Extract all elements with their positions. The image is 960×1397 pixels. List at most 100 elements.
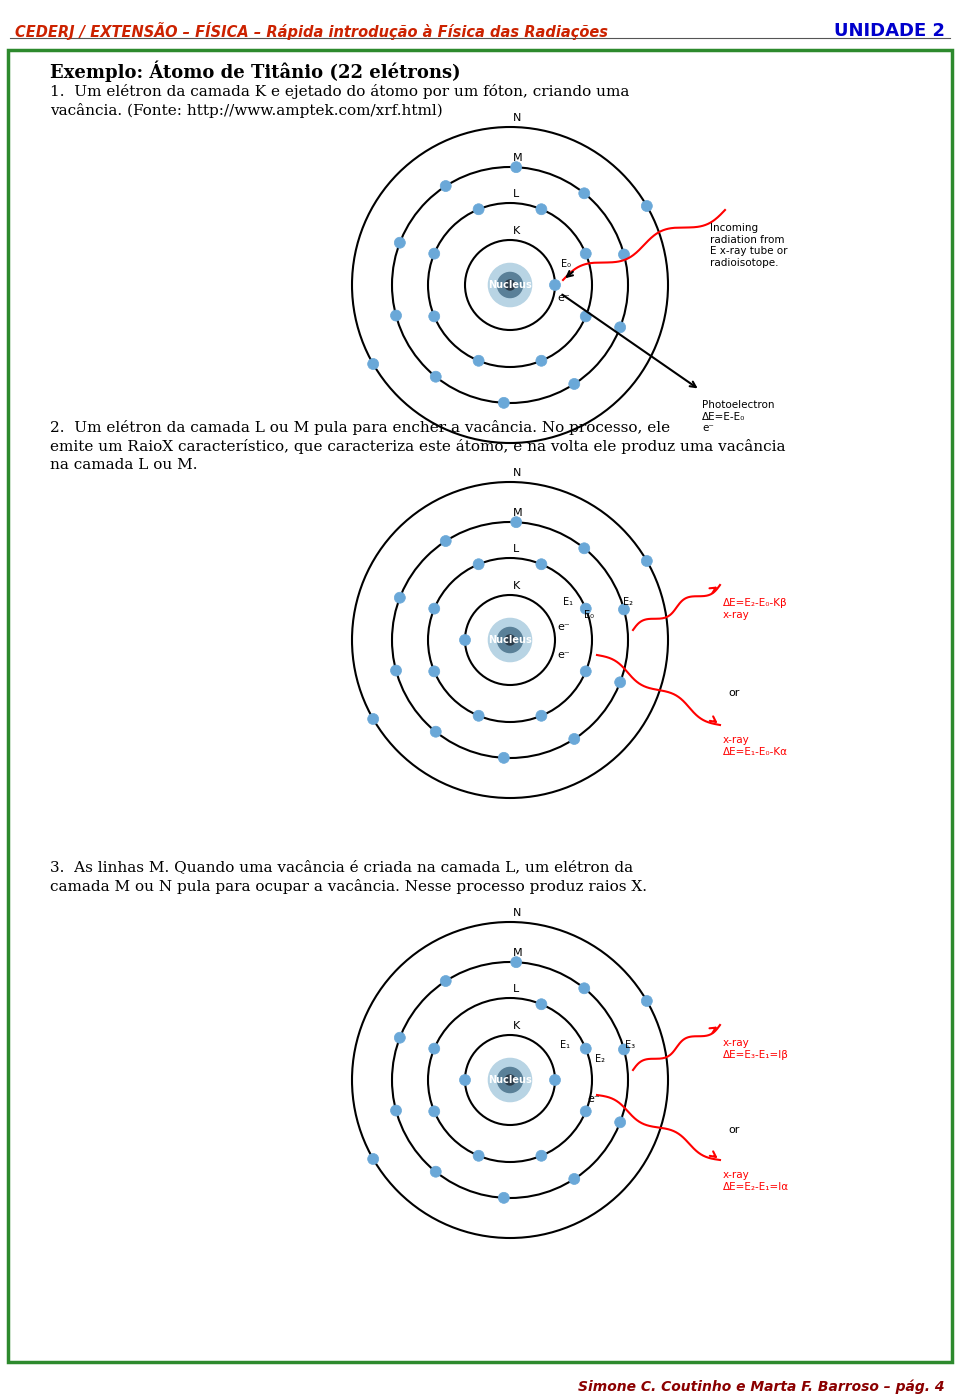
Circle shape	[489, 619, 532, 662]
Circle shape	[492, 1062, 529, 1098]
Text: Exemplo: Átomo de Titânio (22 elétrons): Exemplo: Átomo de Titânio (22 elétrons)	[50, 60, 461, 81]
Circle shape	[536, 559, 547, 570]
Circle shape	[568, 733, 580, 745]
Circle shape	[579, 983, 589, 993]
Circle shape	[505, 1074, 515, 1085]
Circle shape	[641, 556, 653, 567]
Circle shape	[568, 379, 580, 390]
Circle shape	[500, 275, 519, 295]
Circle shape	[505, 636, 515, 645]
Circle shape	[368, 714, 378, 725]
Circle shape	[395, 592, 405, 604]
Circle shape	[473, 710, 484, 721]
Text: Incoming
radiation from
E x-ray tube or
radioisotope.: Incoming radiation from E x-ray tube or …	[710, 224, 787, 268]
Circle shape	[473, 355, 484, 366]
Circle shape	[429, 604, 440, 615]
Text: E₃: E₃	[625, 1039, 636, 1051]
Circle shape	[492, 267, 529, 303]
Text: or: or	[728, 1125, 739, 1134]
Text: or: or	[728, 687, 739, 698]
Circle shape	[614, 1116, 626, 1127]
Circle shape	[507, 637, 514, 644]
Circle shape	[580, 249, 591, 258]
Text: ΔE=E₂-E₀-Kβ
x-ray: ΔE=E₂-E₀-Kβ x-ray	[723, 598, 787, 620]
Circle shape	[536, 204, 547, 215]
Circle shape	[580, 1106, 591, 1116]
Text: UNIDADE 2: UNIDADE 2	[834, 22, 945, 41]
Circle shape	[391, 1105, 401, 1116]
Circle shape	[441, 180, 451, 191]
Circle shape	[492, 268, 527, 302]
Circle shape	[490, 1060, 530, 1099]
Text: K: K	[513, 581, 520, 591]
Circle shape	[502, 277, 518, 293]
Text: x-ray
ΔE=E₂-E₁=lα: x-ray ΔE=E₂-E₁=lα	[723, 1171, 789, 1192]
Circle shape	[568, 1173, 580, 1185]
Text: K: K	[513, 226, 520, 236]
Circle shape	[490, 265, 530, 305]
Circle shape	[429, 1106, 440, 1116]
Circle shape	[489, 1059, 532, 1102]
Circle shape	[549, 279, 561, 291]
Text: Nucleus: Nucleus	[488, 1076, 532, 1085]
Circle shape	[490, 620, 530, 661]
Text: E₂: E₂	[595, 1053, 605, 1065]
Circle shape	[580, 312, 591, 321]
Circle shape	[368, 359, 378, 369]
Text: vacância. (Fonte: http://www.amptek.com/xrf.html): vacância. (Fonte: http://www.amptek.com/…	[50, 103, 443, 117]
Circle shape	[503, 278, 516, 292]
Circle shape	[536, 1150, 547, 1161]
Circle shape	[494, 624, 525, 655]
Text: Nucleus: Nucleus	[488, 279, 532, 291]
Text: E₂: E₂	[623, 597, 633, 608]
Circle shape	[494, 270, 525, 300]
Text: K: K	[513, 1021, 520, 1031]
Circle shape	[498, 1192, 510, 1203]
Circle shape	[492, 622, 529, 658]
Circle shape	[496, 271, 524, 299]
Circle shape	[494, 1065, 525, 1095]
Circle shape	[580, 666, 591, 678]
Circle shape	[499, 629, 521, 651]
Text: emite um RaioX característico, que caracteriza este átomo, e na volta ele produz: emite um RaioX característico, que carac…	[50, 439, 785, 454]
Circle shape	[508, 1078, 512, 1083]
Text: CEDERJ / EXTENSÃO – FÍSICA – Rápida introdução à Física das Radiações: CEDERJ / EXTENSÃO – FÍSICA – Rápida intr…	[15, 22, 608, 41]
Circle shape	[503, 633, 516, 647]
Circle shape	[618, 1044, 630, 1055]
Circle shape	[579, 543, 589, 553]
Circle shape	[502, 1071, 518, 1088]
Circle shape	[618, 249, 630, 260]
Circle shape	[395, 1032, 405, 1044]
Circle shape	[430, 1166, 442, 1178]
Circle shape	[618, 604, 630, 615]
Text: E₁: E₁	[563, 597, 573, 608]
Circle shape	[502, 631, 518, 648]
Circle shape	[536, 355, 547, 366]
Circle shape	[473, 1150, 484, 1161]
Circle shape	[429, 249, 440, 258]
Text: camada M ou N pula para ocupar a vacância. Nesse processo produz raios X.: camada M ou N pula para ocupar a vacânci…	[50, 879, 647, 894]
Circle shape	[507, 281, 514, 289]
Circle shape	[496, 1066, 524, 1094]
Circle shape	[499, 274, 521, 296]
Circle shape	[508, 638, 512, 643]
Circle shape	[579, 187, 589, 198]
Circle shape	[500, 630, 519, 650]
Circle shape	[429, 1044, 440, 1055]
Circle shape	[511, 162, 521, 173]
Text: E₁: E₁	[560, 1039, 570, 1051]
Text: N: N	[513, 468, 521, 478]
Text: E₀: E₀	[584, 610, 594, 620]
Text: x-ray
ΔE=E₃-E₁=lβ: x-ray ΔE=E₃-E₁=lβ	[723, 1038, 789, 1059]
Text: 1.  Um elétron da camada K e ejetado do átomo por um fóton, criando uma: 1. Um elétron da camada K e ejetado do á…	[50, 84, 630, 99]
Circle shape	[441, 975, 451, 986]
Circle shape	[496, 626, 524, 654]
Circle shape	[492, 1063, 527, 1097]
Circle shape	[429, 666, 440, 678]
Text: N: N	[513, 908, 521, 918]
Circle shape	[489, 264, 532, 306]
Circle shape	[395, 237, 405, 249]
Circle shape	[505, 279, 515, 291]
Circle shape	[473, 559, 484, 570]
Circle shape	[536, 999, 547, 1010]
